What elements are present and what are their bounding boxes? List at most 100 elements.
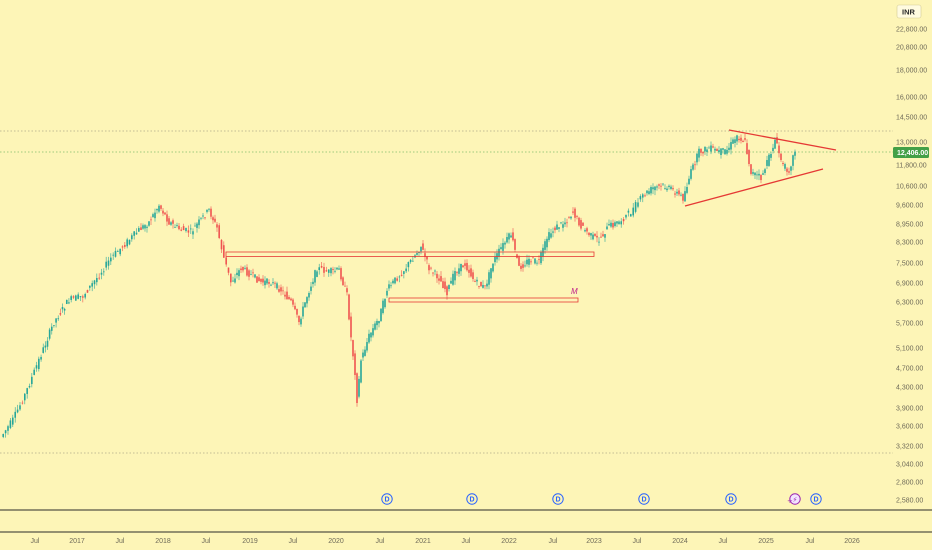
candle-body <box>794 151 796 156</box>
triangle-lower-trendline[interactable] <box>684 168 824 207</box>
candle-body <box>678 190 680 195</box>
x-tick-label: 2025 <box>758 538 774 545</box>
y-tick-label: 5,700.00 <box>896 321 923 328</box>
candle-body <box>190 228 192 230</box>
triangle-upper-trendline[interactable] <box>728 129 837 151</box>
candle-body <box>666 188 668 191</box>
candle-body <box>252 272 254 274</box>
x-tick-label: Jul <box>376 538 385 545</box>
candle-body <box>89 285 91 288</box>
dividend-marker-icon[interactable] <box>552 493 564 505</box>
candle-body <box>740 137 742 141</box>
candle-body <box>150 219 152 221</box>
candle-body <box>750 164 752 174</box>
candle-body <box>490 268 492 279</box>
candle-body <box>266 278 268 284</box>
candle-body <box>596 235 598 238</box>
candle-body <box>464 263 466 266</box>
y-tick-label: 18,000.00 <box>896 68 927 75</box>
candle-body <box>778 145 780 154</box>
candle-body <box>376 320 378 326</box>
dividend-marker-label: D <box>641 497 646 504</box>
candle-body <box>512 232 514 241</box>
candle-body <box>394 277 396 284</box>
candle-body <box>24 393 26 401</box>
candle-body <box>790 166 792 171</box>
x-tick-label: Jul <box>31 538 40 545</box>
dividend-marker-icon[interactable] <box>725 493 737 505</box>
x-tick-label: Jul <box>633 538 642 545</box>
currency-box[interactable] <box>896 4 922 19</box>
y-tick-label: 6,900.00 <box>896 281 923 288</box>
candle-body <box>584 230 586 232</box>
candle-body <box>272 282 274 284</box>
candle-body <box>164 212 166 215</box>
candle-body <box>250 274 252 276</box>
candle-body <box>262 278 264 283</box>
candle-body <box>14 411 16 418</box>
candle-body <box>256 276 258 283</box>
candle-body <box>298 315 300 323</box>
candle-body <box>422 243 424 250</box>
candle-body <box>478 286 480 287</box>
y-tick-label: 3,600.00 <box>896 424 923 431</box>
dividend-marker-icon[interactable] <box>638 493 650 505</box>
dividend-marker-icon[interactable] <box>810 493 822 505</box>
candle-body <box>456 272 458 274</box>
candle-body <box>734 139 736 143</box>
candle-body <box>438 278 440 281</box>
candle-body <box>692 164 694 170</box>
candle-body <box>278 289 280 292</box>
candle-body <box>128 239 131 245</box>
x-tick-label: Jul <box>202 538 211 545</box>
candle-body <box>198 219 200 226</box>
candle-body <box>300 318 302 325</box>
y-tick-label: 11,800.00 <box>896 163 927 170</box>
candle-body <box>620 221 622 225</box>
candle-body <box>110 257 112 262</box>
candle-body <box>362 352 364 358</box>
candle-body <box>246 267 248 276</box>
candle-body <box>214 218 216 222</box>
candle-body <box>200 217 202 219</box>
candle-body <box>44 345 47 348</box>
candle-body <box>784 164 786 169</box>
y-tick-label: 7,500.00 <box>896 261 923 268</box>
y-tick-label: 13,000.00 <box>896 140 927 147</box>
candle-body <box>320 265 323 268</box>
y-tick-label: 2,580.00 <box>896 498 923 505</box>
candle-body <box>562 224 564 228</box>
candle-body <box>196 223 198 228</box>
candle-body <box>600 236 602 238</box>
candle-body <box>286 291 288 300</box>
candle-body <box>724 149 726 155</box>
candle-body <box>354 353 356 376</box>
candle-body <box>282 290 284 292</box>
candle-body <box>598 241 600 243</box>
candle-body <box>280 287 282 292</box>
candle-body <box>392 280 394 284</box>
candle-body <box>182 226 185 231</box>
dividend-marker-icon[interactable] <box>381 493 393 505</box>
candle-body <box>254 274 256 278</box>
candle-body <box>688 178 690 185</box>
candle-body <box>156 208 158 211</box>
y-tick-label: 22,800.00 <box>896 27 927 34</box>
candle-body <box>642 194 644 198</box>
candle-body <box>33 369 35 375</box>
candle-body <box>216 224 218 228</box>
candle-body <box>168 218 170 225</box>
candle-body <box>117 251 119 252</box>
earnings-marker-icon[interactable] <box>789 493 801 505</box>
candle-body <box>556 224 558 230</box>
dividend-marker-icon[interactable] <box>466 493 478 505</box>
candle-body <box>576 216 578 217</box>
candle-body <box>368 333 370 343</box>
x-tick-label: Jul <box>116 538 125 545</box>
candle-body <box>398 276 401 278</box>
candle-body <box>684 191 686 202</box>
candle-body <box>558 227 560 229</box>
candle-body <box>554 227 556 231</box>
